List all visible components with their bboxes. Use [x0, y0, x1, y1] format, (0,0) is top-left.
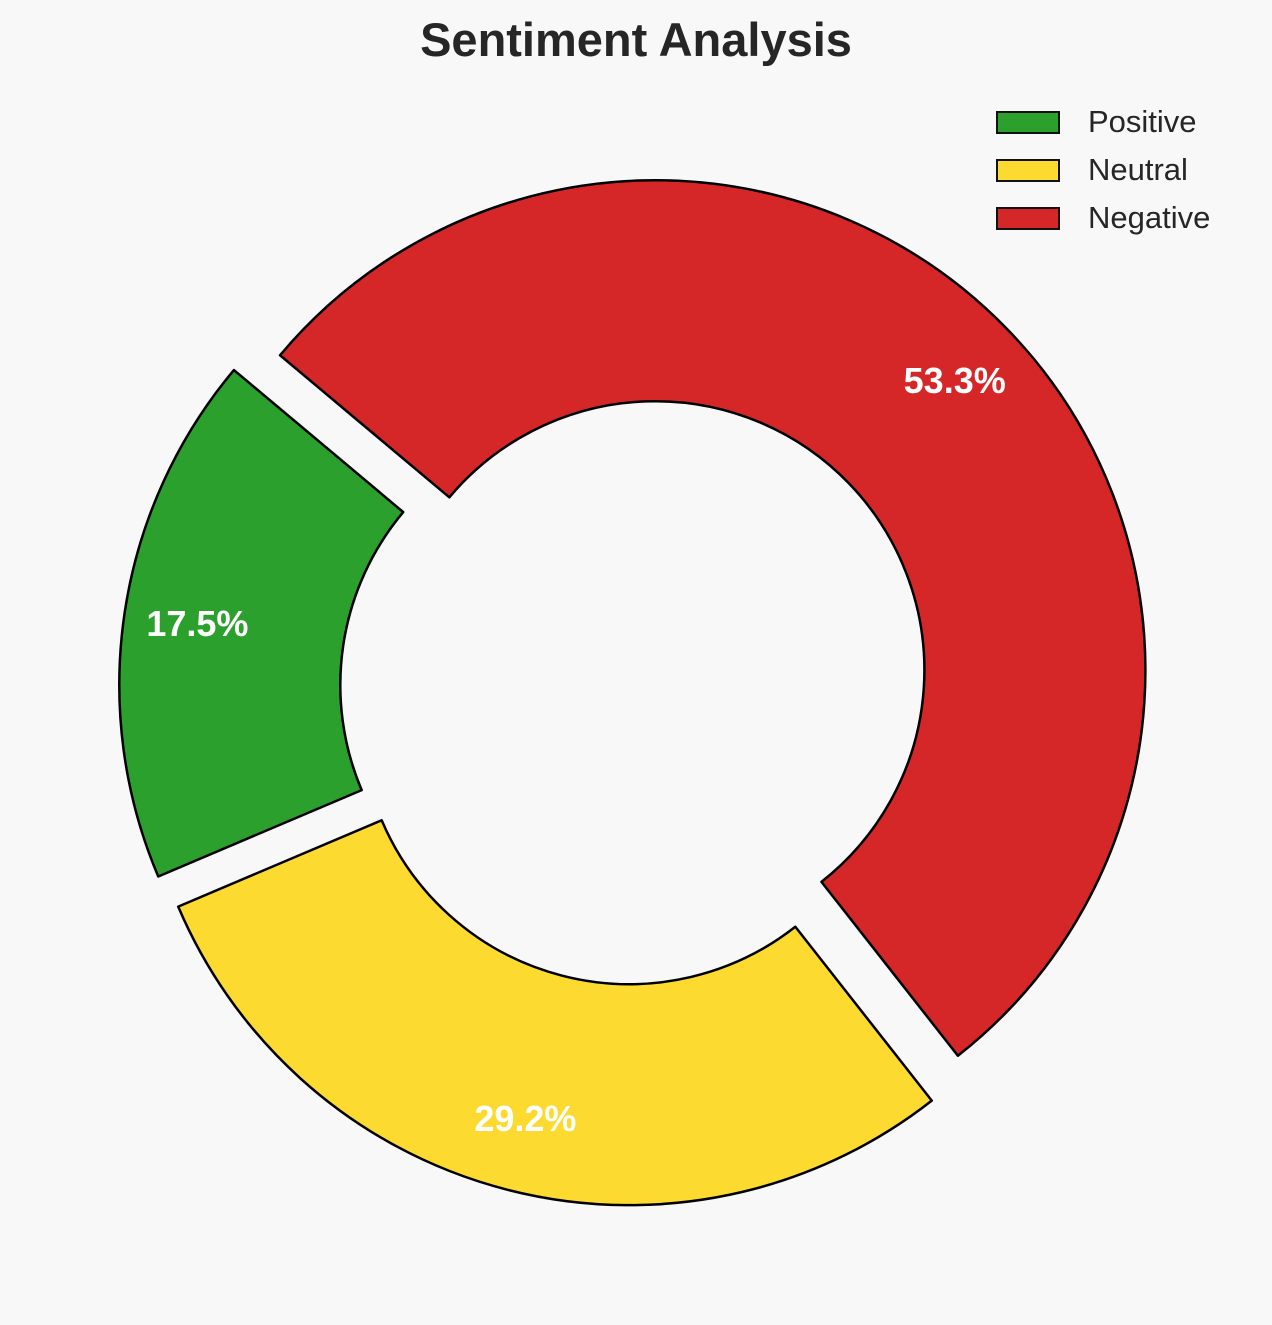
legend-item-neutral: Neutral: [996, 146, 1210, 194]
chart-title: Sentiment Analysis: [420, 13, 852, 66]
wedge-neutral: [176, 819, 933, 1207]
legend: Positive Neutral Negative: [996, 98, 1210, 242]
wedge-positive: [118, 368, 405, 878]
legend-swatch: [996, 158, 1060, 182]
legend-label: Neutral: [1088, 152, 1188, 187]
legend-label: Positive: [1088, 104, 1197, 139]
legend-swatch: [996, 110, 1060, 134]
legend-label: Negative: [1088, 200, 1211, 235]
wedge-label-positive: 17.5%: [146, 603, 248, 644]
legend-item-negative: Negative: [996, 194, 1210, 242]
wedge-label-negative: 53.3%: [904, 360, 1006, 401]
wedge-negative: [278, 178, 1147, 1057]
legend-item-positive: Positive: [996, 98, 1210, 146]
wedge-label-neutral: 29.2%: [474, 1098, 576, 1139]
legend-swatch: [996, 206, 1060, 230]
